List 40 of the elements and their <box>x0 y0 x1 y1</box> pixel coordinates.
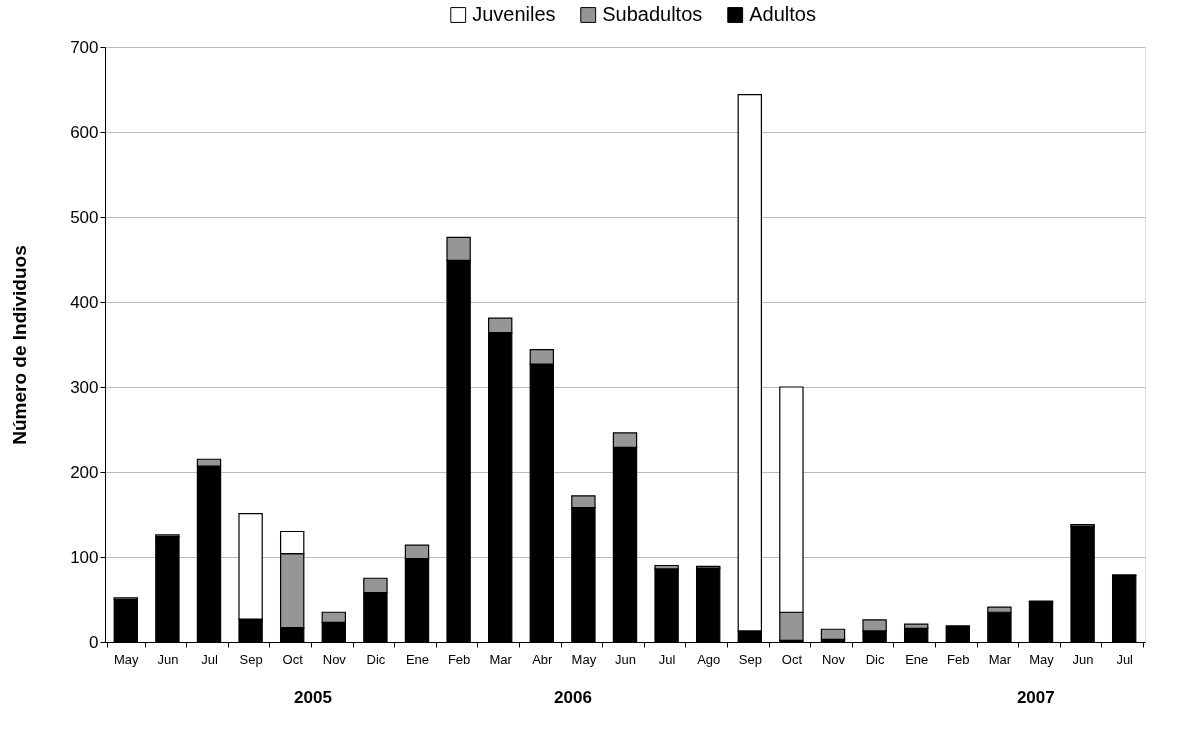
x-tick-label: May <box>1029 651 1055 667</box>
x-tick-label: Dic <box>366 651 386 667</box>
text: 2006 <box>554 688 592 707</box>
x-tick-label: Mar <box>489 651 513 667</box>
x-tick-label: Abr <box>532 651 554 667</box>
y-tick-label: 500 <box>70 207 99 227</box>
x-tick-label: Jun <box>1072 651 1094 667</box>
x-tick-label: Jul <box>201 651 218 667</box>
y-tick-label: 200 <box>70 462 99 482</box>
x-tick-label: Mar <box>988 651 1012 667</box>
x-tick-label: Oct <box>781 651 803 667</box>
x-tick-label: Sep <box>239 651 263 667</box>
y-tick-label: 400 <box>70 292 99 312</box>
y-tick-label: 700 <box>70 37 99 57</box>
x-tick-label: Nov <box>821 651 846 667</box>
x-tick-label: Jun <box>615 651 636 667</box>
y-tick-label: 0 <box>89 632 99 652</box>
y-axis-title: Número de Individuos <box>9 245 31 445</box>
legend-label: Subadultos <box>602 3 703 25</box>
x-tick-label: Jul <box>1116 651 1134 667</box>
x-tick-label: Ago <box>697 651 721 667</box>
x-tick-label: Sep <box>738 651 762 667</box>
x-tick-label: Nov <box>322 651 347 667</box>
x-tick-label: May <box>571 651 597 667</box>
y-tick-label: 300 <box>70 377 99 397</box>
x-tick-label: Jun <box>157 651 179 667</box>
x-tick-label: Ene <box>905 651 929 667</box>
y-tick-label: 100 <box>70 547 99 567</box>
legend-label: Juveniles <box>472 3 556 25</box>
x-tick-label: Ene <box>405 651 430 667</box>
text: 2005 <box>294 688 332 707</box>
x-tick-label: May <box>114 651 140 667</box>
x-tick-label: Dic <box>865 651 885 667</box>
legend-label: Adultos <box>749 3 816 25</box>
text: 2007 <box>1016 688 1055 707</box>
x-tick-label: Feb <box>447 651 471 667</box>
y-tick-label: 600 <box>70 122 99 142</box>
x-tick-label: Jul <box>658 651 676 667</box>
x-tick-label: Oct <box>282 651 304 667</box>
x-tick-label: Feb <box>947 651 970 667</box>
